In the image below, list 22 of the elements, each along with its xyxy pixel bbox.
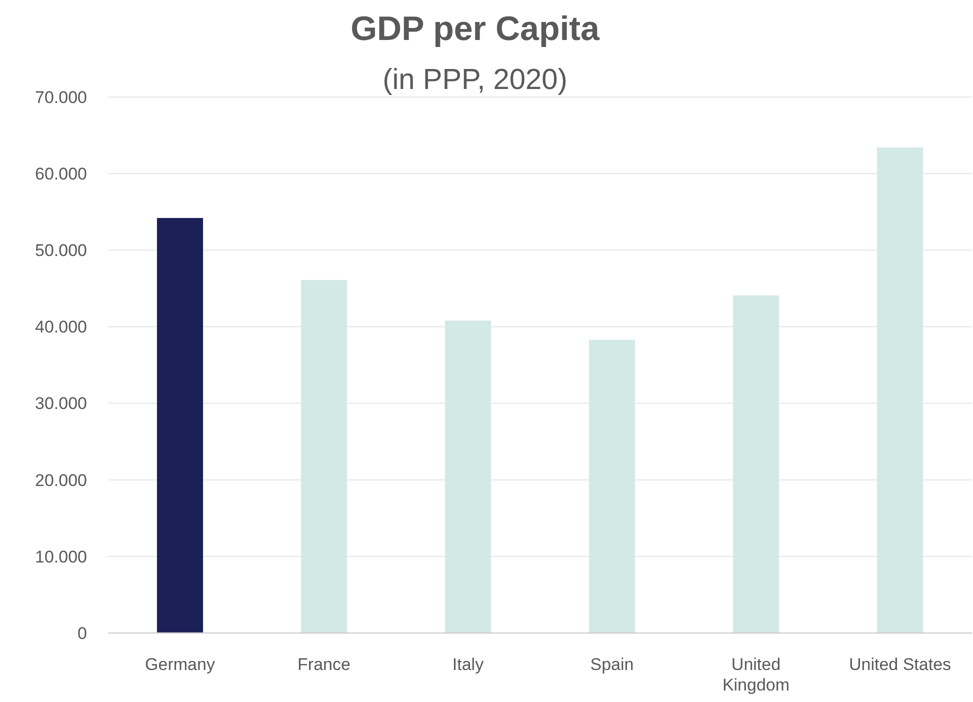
x-tick-label: Italy: [452, 655, 484, 674]
bar: [732, 295, 780, 633]
bar: [588, 340, 636, 633]
y-tick-label: 0: [78, 624, 87, 643]
y-tick-label: 40.000: [35, 318, 87, 337]
y-tick-label: 70.000: [35, 88, 87, 107]
x-tick-label: France: [298, 655, 350, 674]
bar: [444, 320, 492, 633]
x-tick-label: Spain: [590, 655, 634, 674]
bar: [300, 280, 348, 633]
x-tick-label: United Kingdom: [722, 655, 790, 694]
bar: [156, 218, 204, 633]
bar: [876, 148, 924, 633]
y-tick-label: 10.000: [35, 547, 87, 566]
y-tick-label: 50.000: [35, 241, 87, 260]
y-tick-label: 60.000: [35, 164, 87, 184]
y-tick-label: 20.000: [35, 470, 87, 490]
y-tick-label: 30.000: [35, 394, 87, 414]
x-tick-label: Germany: [145, 655, 216, 674]
chart-title: GDP per Capita: [350, 10, 600, 48]
x-tick-label: United States: [848, 655, 952, 674]
chart-subtitle: (in PPP, 2020): [382, 64, 568, 96]
